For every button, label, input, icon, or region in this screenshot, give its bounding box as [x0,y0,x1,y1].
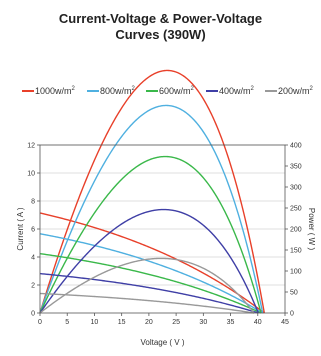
x-tick-label-20: 20 [145,319,153,326]
y-right-tick-label-200: 200 [290,227,302,234]
y-right-tick-label-400: 400 [290,143,302,150]
x-axis-label: Voltage ( V ) [140,338,184,347]
legend-label: 1000w/m2 [35,86,75,96]
legend-swatch [146,90,158,92]
iv-curve-0 [39,212,265,314]
legend-label-superscript: 2 [190,86,194,92]
legend-label-text: 800w/m [100,86,132,96]
chart-title-line-1: Current-Voltage & Power-Voltage [58,11,263,26]
y-right-tick-label-250: 250 [290,206,302,213]
pv-curve-2 [39,155,262,314]
pv-curve-3 [39,208,259,314]
y-right-tick-label-350: 350 [290,164,302,171]
legend-swatch [87,90,99,92]
y-left-tick-label-2: 2 [31,283,35,290]
y-left-tick-label-0: 0 [31,311,35,318]
y-right-axis-label: Power ( W ) [307,208,316,251]
legend-item: 200w/m2 [265,84,313,98]
y-left-tick-label-12: 12 [27,143,35,150]
legend-label: 800w/m2 [100,86,135,96]
legend-label-superscript: 2 [309,86,313,92]
legend-label-superscript: 2 [131,86,135,92]
chart-title: Current-Voltage & Power-Voltage Curves (… [0,11,321,43]
x-tick-label-25: 25 [172,319,180,326]
legend-label: 400w/m2 [219,86,254,96]
iv-curve-3 [39,272,259,314]
series-layer [39,69,265,314]
legend-label-text: 400w/m [219,86,251,96]
x-tick-label-45: 45 [281,319,289,326]
legend-label: 600w/m2 [159,86,194,96]
iv-curve-4 [39,292,255,314]
y-right-tick-label-50: 50 [290,290,298,297]
y-left-tick-label-6: 6 [31,227,35,234]
legend-swatch [22,90,34,92]
x-tick-label-5: 5 [65,319,69,326]
x-tick-label-30: 30 [199,319,207,326]
x-tick-label-10: 10 [91,319,99,326]
pv-curve-1 [39,104,264,314]
legend-label: 200w/m2 [278,86,313,96]
pv-curve-0 [39,69,265,314]
legend-item: 800w/m2 [87,84,135,98]
legend-label-superscript: 2 [250,86,254,92]
x-tick-label-40: 40 [254,319,262,326]
legend-swatch [265,90,277,92]
legend-label-text: 200w/m [278,86,310,96]
legend-item: 1000w/m2 [22,84,75,98]
y-left-tick-label-4: 4 [31,255,35,262]
legend-label-text: 1000w/m [35,86,72,96]
legend-swatch [206,90,218,92]
axis-layer: 0 2 4 6 8 10 12 0 50 100 150 200 250 300 350 400 0 5 10 15 2… [16,143,316,348]
chart-legend: 1000w/m2 800w/m2 600w/m2 400w/m2 200w/m2 [0,84,321,98]
y-right-tick-label-100: 100 [290,269,302,276]
iv-curve-2 [39,252,262,314]
legend-item: 600w/m2 [146,84,194,98]
legend-item: 400w/m2 [206,84,254,98]
legend-label-text: 600w/m [159,86,191,96]
x-tick-label-0: 0 [38,319,42,326]
y-left-tick-label-8: 8 [31,199,35,206]
x-tick-label-15: 15 [118,319,126,326]
y-right-tick-label-300: 300 [290,185,302,192]
chart-title-line-2: Curves (390W) [115,27,206,42]
pv-curve-4 [39,257,255,314]
y-right-tick-label-150: 150 [290,248,302,255]
y-left-tick-label-10: 10 [27,171,35,178]
legend-label-superscript: 2 [71,86,75,92]
x-tick-label-35: 35 [227,319,235,326]
y-left-axis-label: Current ( A ) [16,207,25,250]
y-right-tick-label-0: 0 [290,311,294,318]
